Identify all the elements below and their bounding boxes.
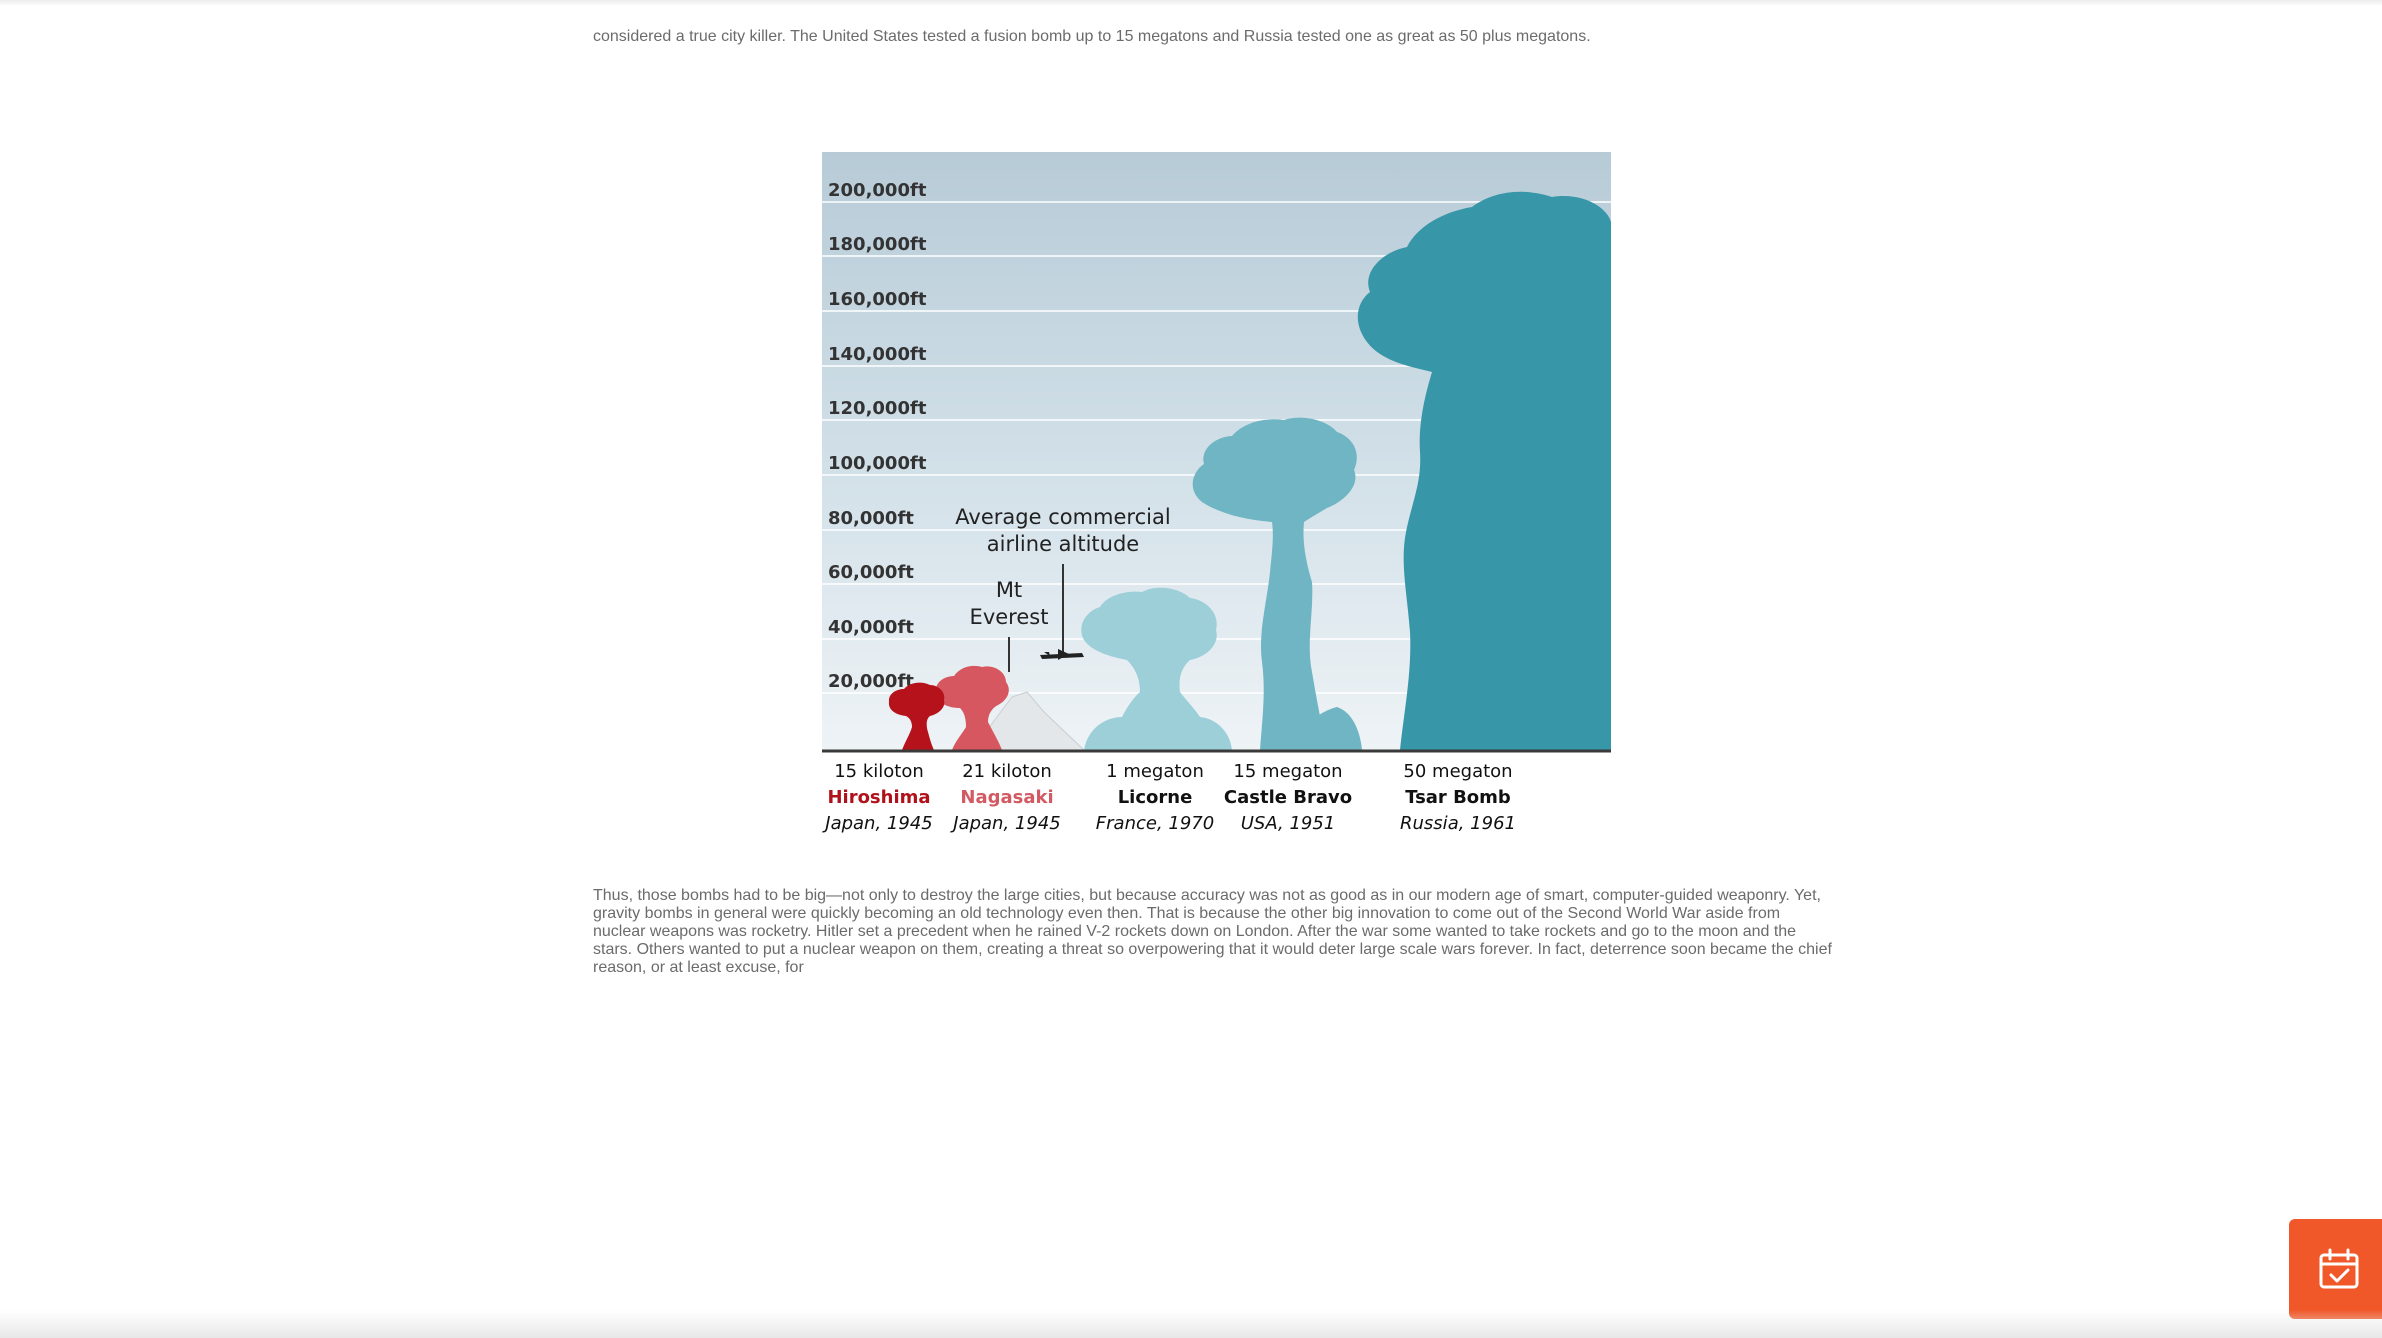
airline-annotation-line1: Average commercial bbox=[955, 505, 1170, 529]
altitude-label: 180,000ft bbox=[828, 234, 927, 255]
hiroshima-cloud bbox=[888, 682, 945, 750]
schedule-button[interactable] bbox=[2289, 1219, 2382, 1319]
bomb-name: Licorne bbox=[1118, 787, 1193, 808]
castle-bravo-cloud bbox=[1192, 417, 1362, 750]
altitude-label: 20,000ft bbox=[828, 671, 914, 692]
airplane-icon bbox=[1040, 649, 1084, 660]
altitude-label: 80,000ft bbox=[828, 508, 914, 529]
bomb-name: Castle Bravo bbox=[1224, 787, 1352, 808]
altitude-label: 100,000ft bbox=[828, 453, 927, 474]
licorne-cloud bbox=[1081, 587, 1232, 750]
bomb-name: Nagasaki bbox=[960, 787, 1053, 808]
everest-annotation-line1: Mt bbox=[996, 578, 1022, 602]
calendar-check-icon bbox=[2319, 1248, 2359, 1289]
bomb-yield: 50 megaton bbox=[1403, 761, 1512, 782]
nagasaki-cloud bbox=[935, 665, 1009, 750]
bomb-yield: 21 kiloton bbox=[962, 761, 1052, 782]
bomb-origin: Japan, 1945 bbox=[950, 813, 1060, 834]
article-paragraph-bottom: Thus, those bombs had to be big—not only… bbox=[593, 871, 1833, 993]
airline-annotation-line2: airline altitude bbox=[987, 532, 1139, 556]
paragraph-text: considered a true city killer. The Unite… bbox=[593, 28, 1591, 45]
altitude-label: 200,000ft bbox=[828, 180, 927, 201]
altitude-label: 160,000ft bbox=[828, 289, 927, 310]
top-edge-shadow bbox=[0, 0, 2382, 6]
bottom-edge-shadow bbox=[0, 1310, 2382, 1338]
everest-annotation-line2: Everest bbox=[970, 605, 1049, 629]
altitude-label: 60,000ft bbox=[828, 562, 914, 583]
bomb-origin: Japan, 1945 bbox=[822, 813, 932, 834]
bomb-name: Hiroshima bbox=[827, 787, 930, 808]
bomb-origin: USA, 1951 bbox=[1241, 813, 1336, 834]
bomb-comparison-svg: 200,000ft 180,000ft 160,000ft 140,000ft … bbox=[822, 152, 1611, 834]
bomb-origin: Russia, 1961 bbox=[1400, 813, 1516, 834]
paragraph-text: Thus, those bombs had to be big—not only… bbox=[593, 887, 1832, 976]
bomb-yield: 15 kiloton bbox=[834, 761, 924, 782]
article-paragraph-top: considered a true city killer. The Unite… bbox=[593, 12, 1833, 62]
bomb-origin: France, 1970 bbox=[1096, 813, 1214, 834]
bomb-yield: 15 megaton bbox=[1233, 761, 1342, 782]
bomb-name: Tsar Bomb bbox=[1405, 787, 1511, 808]
bomb-yield: 1 megaton bbox=[1106, 761, 1204, 782]
bomb-comparison-figure: 200,000ft 180,000ft 160,000ft 140,000ft … bbox=[822, 152, 1611, 842]
tsar-bomb-cloud bbox=[1357, 191, 1611, 750]
altitude-label: 40,000ft bbox=[828, 617, 914, 638]
altitude-label: 140,000ft bbox=[828, 344, 927, 365]
altitude-label: 120,000ft bbox=[828, 398, 927, 419]
